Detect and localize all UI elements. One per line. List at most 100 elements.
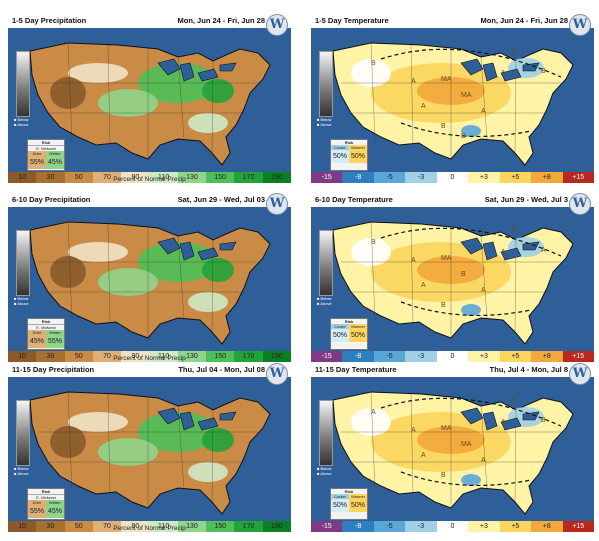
- great-lake: [197, 68, 219, 82]
- great-lake: [482, 62, 498, 82]
- legend-cell: +15: [562, 351, 594, 362]
- confidence-bar: [16, 400, 30, 466]
- risk-value: 45%: [46, 156, 64, 169]
- legend-cell: -5: [373, 351, 406, 362]
- legend-cell: +8: [531, 172, 563, 183]
- risk-box: Risk Cooler Warmer 50% 50%: [330, 318, 368, 350]
- great-lake: [482, 241, 498, 261]
- legend-cell: +5: [499, 172, 532, 183]
- legend-cell: 50: [64, 521, 93, 532]
- map-label: A: [501, 249, 506, 256]
- great-lake: [500, 68, 522, 82]
- confidence-levels: ■ Below ■ Above: [14, 466, 29, 476]
- color-legend: -15 -8 -5 -3 0 +3 +5 +8 +15: [311, 521, 594, 532]
- panel-date-range: Mon, Jun 24 - Fri, Jun 28: [177, 16, 265, 25]
- brand-logo: W: [266, 363, 288, 385]
- legend-cell: -3: [405, 521, 437, 532]
- legend-cell: 50: [64, 172, 93, 183]
- map-label: B: [441, 123, 446, 130]
- legend-cell: 70: [92, 521, 122, 532]
- legend-cell: +3: [468, 172, 500, 183]
- legend-cell: -15: [311, 351, 343, 362]
- great-lake: [219, 411, 237, 421]
- legend-cell: -15: [311, 172, 343, 183]
- legend-cell: +5: [499, 351, 532, 362]
- risk-value: 55%: [28, 156, 46, 169]
- risk-value: 45%: [28, 335, 46, 348]
- risk-value: 55%: [46, 335, 64, 348]
- panel-date-range: Thu, Jul 04 - Mon, Jul 08: [178, 365, 265, 374]
- legend-cell: 0: [436, 351, 469, 362]
- color-legend: 10 30 50 70 90 110 130 150 170 190: [8, 521, 291, 532]
- map-label: A: [541, 247, 546, 254]
- legend-cell: 0: [436, 172, 469, 183]
- temp-panel-1-5: MA MA B B A A A A B B B 1-5 Day Temperature Mon, Jun…: [311, 13, 594, 183]
- panel-title: 11-15 Day Temperature: [315, 365, 397, 374]
- confidence-levels: ■ Below ■ Above: [14, 117, 29, 127]
- legend-cell: 110: [149, 172, 178, 183]
- legend-cell: 110: [149, 351, 178, 362]
- legend-cell: 90: [121, 351, 150, 362]
- map-label: A: [371, 409, 376, 416]
- legend-cell: +5: [499, 521, 532, 532]
- precip-panel-11-15: 11-15 Day Precipitation Thu, Jul 04 - Mon…: [8, 362, 291, 532]
- legend-cell: 190: [262, 351, 291, 362]
- great-lake: [460, 407, 484, 425]
- map-label: MA: [441, 76, 452, 83]
- great-lake: [157, 58, 181, 76]
- anomaly-region: [461, 304, 481, 316]
- confidence-levels: ■ Below ■ Above: [14, 296, 29, 306]
- panel-titlebar: 6-10 Day Precipitation Sat, Jun 29 - Wed,…: [8, 192, 291, 207]
- anomaly-region: [351, 238, 391, 266]
- great-lake: [500, 417, 522, 431]
- brand-logo: W: [569, 363, 591, 385]
- legend-cell: 130: [177, 172, 207, 183]
- map-label: MA: [441, 425, 452, 432]
- anomaly-region: [351, 59, 391, 87]
- map-label: B: [461, 271, 466, 278]
- anomaly-region: [98, 268, 158, 296]
- great-lake: [179, 411, 195, 431]
- map-label: B: [541, 68, 546, 75]
- map-label: B: [371, 60, 376, 67]
- color-legend: 10 30 50 70 90 110 130 150 170 190: [8, 172, 291, 183]
- map-label: B: [371, 239, 376, 246]
- map-label: A: [411, 257, 416, 264]
- great-lake: [522, 241, 540, 251]
- map-label: B: [511, 397, 516, 404]
- map-label: B: [541, 417, 546, 424]
- legend-cell: -8: [342, 351, 374, 362]
- great-lake: [157, 407, 181, 425]
- legend-cell: +15: [562, 172, 594, 183]
- panel-date-range: Sat, Jun 29 - Wed, Jul 03: [177, 195, 265, 204]
- map-label: A: [501, 419, 506, 426]
- brand-logo: W: [569, 193, 591, 215]
- risk-box: Risk E. Midwest Drier Wetter 55% 45%: [27, 488, 65, 520]
- anomaly-region: [68, 63, 128, 83]
- confidence-bar: [319, 230, 333, 296]
- legend-cell: 150: [206, 351, 235, 362]
- risk-box: Risk Cooler Warmer 50% 50%: [330, 139, 368, 171]
- panel-titlebar: 1-5 Day Temperature Mon, Jun 24 - Fri, Ju…: [311, 13, 594, 28]
- confidence-levels: ■ Below ■ Above: [317, 296, 332, 306]
- legend-cell: 10: [8, 521, 37, 532]
- legend-cell: 10: [8, 172, 37, 183]
- forecast-map: MA MA B B A A A A B B B: [311, 13, 594, 183]
- legend-cell: 30: [36, 521, 65, 532]
- anomaly-region: [188, 462, 228, 482]
- temp-panel-6-10: MA B B A A A A A B B 6-10 Day Temperature Sat, Jun …: [311, 192, 594, 362]
- panel-date-range: Mon, Jun 24 - Fri, Jun 28: [480, 16, 568, 25]
- precip-panel-1-5: 1-5 Day Precipitation Mon, Jun 24 - Fri, …: [8, 13, 291, 183]
- legend-cell: -3: [405, 351, 437, 362]
- great-lake: [219, 241, 237, 251]
- anomaly-region: [351, 408, 391, 436]
- map-label: A: [421, 452, 426, 459]
- great-lake: [522, 62, 540, 72]
- anomaly-region: [202, 79, 234, 103]
- legend-cell: +8: [531, 521, 563, 532]
- confidence-bar: [319, 51, 333, 117]
- temp-panel-11-15: MA MA B B A A A A A B 11-15 Day Temperature Thu, Ju…: [311, 362, 594, 532]
- legend-cell: 0: [436, 521, 469, 532]
- legend-cell: 150: [206, 172, 235, 183]
- panel-date-range: Thu, Jul 4 - Mon, Jul 8: [489, 365, 568, 374]
